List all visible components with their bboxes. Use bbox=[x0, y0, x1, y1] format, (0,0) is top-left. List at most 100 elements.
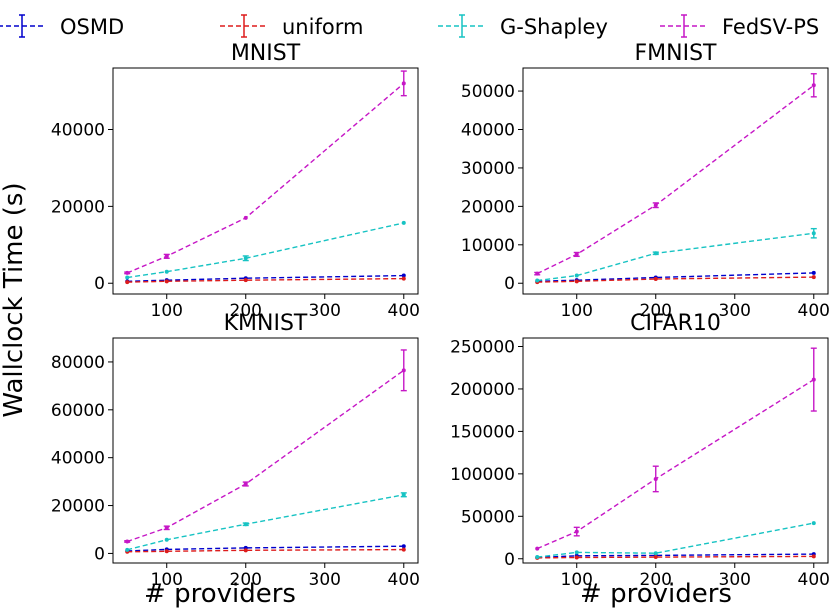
series-line bbox=[537, 555, 814, 559]
chart-mnist: MNIST 100 200 300 400 0 20000 40000 bbox=[51, 41, 420, 321]
x-axis-label-left: # providers bbox=[144, 579, 296, 608]
data-point bbox=[653, 277, 658, 282]
y-tick-label: 100000 bbox=[450, 465, 515, 485]
data-point bbox=[653, 551, 658, 556]
series-fedsv-ps bbox=[124, 349, 407, 544]
y-tick-label: 20000 bbox=[51, 197, 105, 217]
y-tick-label: 80000 bbox=[51, 353, 105, 373]
data-point bbox=[401, 220, 406, 225]
y-tick-label: 250000 bbox=[450, 337, 515, 357]
legend-item-fedsv-ps: FedSV-PS bbox=[660, 14, 819, 39]
plot-frame bbox=[522, 337, 829, 564]
data-point bbox=[401, 276, 406, 281]
data-point bbox=[164, 537, 169, 542]
data-point bbox=[401, 81, 406, 86]
data-point bbox=[574, 252, 579, 257]
data-point bbox=[811, 275, 816, 280]
data-point bbox=[243, 278, 248, 283]
y-tick-label: 0 bbox=[94, 544, 105, 564]
data-point bbox=[811, 377, 816, 382]
x-tick-label: 200 bbox=[230, 301, 262, 321]
y-tick-label: 50000 bbox=[461, 507, 515, 527]
chart-fmnist: FMNIST 100 200 300 400 0 10000 20000 30000 40000 5… bbox=[461, 41, 830, 321]
series-line bbox=[127, 548, 404, 553]
data-point bbox=[535, 546, 540, 551]
series-line bbox=[537, 553, 814, 559]
series-g-shapley bbox=[125, 492, 407, 552]
x-tick-label: 400 bbox=[798, 570, 830, 590]
data-point bbox=[574, 273, 579, 278]
chart-title: CIFAR10 bbox=[630, 311, 721, 336]
y-tick-label: 20000 bbox=[51, 497, 105, 517]
legend-label: OSMD bbox=[60, 15, 124, 39]
series-line bbox=[536, 379, 815, 550]
y-tick-label: 30000 bbox=[461, 159, 515, 179]
chart-kmnist: KMNIST 100 200 300 400 0 20000 40000 60000 80000 bbox=[51, 311, 420, 590]
data-point bbox=[401, 273, 406, 278]
legend-label: uniform bbox=[282, 15, 363, 39]
series-g-shapley bbox=[125, 220, 406, 280]
data-point bbox=[653, 251, 658, 256]
series-line bbox=[126, 369, 405, 543]
data-point bbox=[811, 270, 816, 275]
chart-title: FMNIST bbox=[635, 41, 718, 66]
data-point bbox=[243, 522, 248, 527]
y-tick-label: 0 bbox=[94, 274, 105, 294]
data-point bbox=[401, 544, 406, 549]
data-point bbox=[243, 482, 248, 487]
series-fedsv-ps bbox=[534, 73, 817, 276]
legend: OSMD uniform G-Shapley FedSV-PS bbox=[0, 14, 819, 39]
x-tick-label: 300 bbox=[719, 570, 751, 590]
series-line bbox=[537, 272, 814, 282]
y-tick-label: 40000 bbox=[51, 449, 105, 469]
series-line bbox=[127, 494, 404, 551]
x-tick-label: 200 bbox=[640, 570, 672, 590]
series-line bbox=[127, 274, 404, 282]
data-point bbox=[653, 203, 658, 208]
data-point bbox=[243, 215, 248, 220]
x-tick-label: 100 bbox=[561, 570, 593, 590]
series-line bbox=[537, 522, 814, 558]
y-tick-label: 60000 bbox=[51, 401, 105, 421]
series-line bbox=[126, 82, 405, 274]
legend-item-uniform: uniform bbox=[220, 14, 363, 39]
series-uniform bbox=[125, 276, 406, 285]
series-g-shapley bbox=[535, 521, 816, 560]
y-axis-label: Wallclock Time (s) bbox=[0, 182, 29, 417]
x-tick-label: 300 bbox=[309, 301, 341, 321]
series-fedsv-ps bbox=[535, 347, 817, 551]
series-g-shapley bbox=[535, 227, 817, 283]
data-point bbox=[243, 256, 248, 261]
y-tick-label: 0 bbox=[504, 550, 515, 570]
chart-cifar10: CIFAR10 100 200 300 400 0 50000 100000 150000 200… bbox=[450, 311, 830, 590]
data-point bbox=[811, 521, 816, 526]
x-tick-label: 400 bbox=[388, 301, 420, 321]
y-tick-label: 10000 bbox=[461, 236, 515, 256]
chart-title: KMNIST bbox=[224, 311, 308, 336]
y-tick-label: 200000 bbox=[450, 380, 515, 400]
legend-label: G-Shapley bbox=[500, 15, 608, 39]
legend-item-g-shapley: G-Shapley bbox=[438, 14, 608, 39]
data-point bbox=[811, 554, 816, 559]
chart-title: MNIST bbox=[231, 41, 301, 66]
series-line bbox=[537, 232, 814, 282]
y-tick-label: 50000 bbox=[461, 82, 515, 102]
plot-frame bbox=[522, 67, 829, 295]
data-point bbox=[535, 278, 540, 283]
x-tick-label: 100 bbox=[151, 301, 183, 321]
series-line bbox=[537, 276, 814, 283]
data-point bbox=[164, 279, 169, 284]
data-point bbox=[653, 476, 658, 481]
x-axis-label-right: # providers bbox=[580, 579, 732, 608]
data-point bbox=[164, 549, 169, 554]
data-point bbox=[653, 555, 658, 560]
plot-frame bbox=[112, 337, 419, 564]
data-point bbox=[164, 525, 169, 530]
series-line bbox=[127, 545, 404, 552]
x-tick-label: 100 bbox=[151, 570, 183, 590]
data-point bbox=[574, 279, 579, 284]
legend-item-osmd: OSMD bbox=[0, 14, 124, 39]
data-point bbox=[125, 547, 130, 552]
